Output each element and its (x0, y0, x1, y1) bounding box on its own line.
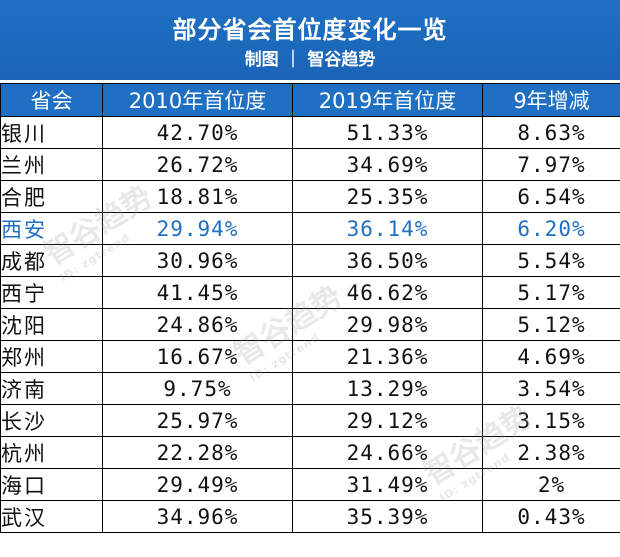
page-subtitle: 制图 ｜ 智谷趋势 (244, 50, 376, 70)
change-cell: 6.54% (482, 180, 620, 213)
city-cell: 长沙 (0, 404, 103, 437)
city-cell: 武汉 (0, 500, 103, 533)
value-2019-cell: 46.62% (292, 276, 483, 309)
change-cell: 3.15% (482, 404, 620, 437)
value-2019-cell: 36.50% (292, 244, 483, 277)
change-cell: 5.17% (482, 276, 620, 309)
value-2010-cell: 16.67% (102, 340, 293, 373)
value-2019-cell: 21.36% (292, 340, 483, 373)
change-cell: 5.54% (482, 244, 620, 277)
change-cell: 2.38% (482, 436, 620, 469)
value-2010-cell: 18.81% (102, 180, 293, 213)
table-row: 西宁 41.45% 46.62% 5.17% (0, 276, 620, 309)
table-row: 西安 29.94% 36.14% 6.20% (0, 212, 620, 245)
page-title: 部分省会首位度变化一览 (172, 16, 448, 44)
table-row: 郑州 16.67% 21.36% 4.69% (0, 340, 620, 373)
table-row: 银川 42.70% 51.33% 8.63% (0, 116, 620, 149)
value-2019-cell: 29.12% (292, 404, 483, 437)
table-row: 武汉 34.96% 35.39% 0.43% (0, 500, 620, 533)
table-row: 沈阳 24.86% 29.98% 5.12% (0, 308, 620, 341)
change-cell: 8.63% (482, 116, 620, 149)
change-cell: 2% (482, 468, 620, 501)
value-2019-cell: 31.49% (292, 468, 483, 501)
column-header-change: 9年增减 (482, 83, 620, 117)
city-cell: 海口 (0, 468, 103, 501)
table-row: 合肥 18.81% 25.35% 6.54% (0, 180, 620, 213)
column-header-2019: 2019年首位度 (292, 83, 483, 117)
value-2019-cell: 34.69% (292, 148, 483, 181)
table-row: 济南 9.75% 13.29% 3.54% (0, 372, 620, 405)
change-cell: 4.69% (482, 340, 620, 373)
city-cell: 郑州 (0, 340, 103, 373)
change-cell: 5.12% (482, 308, 620, 341)
city-cell: 成都 (0, 244, 103, 277)
value-2010-cell: 29.49% (102, 468, 293, 501)
value-2019-cell: 35.39% (292, 500, 483, 533)
value-2010-cell: 30.96% (102, 244, 293, 277)
data-table: 省会 2010年首位度 2019年首位度 9年增减 银川 42.70% 51.33%… (0, 83, 620, 533)
value-2019-cell: 29.98% (292, 308, 483, 341)
city-cell: 西安 (0, 212, 103, 245)
column-header-city: 省会 (0, 83, 103, 117)
value-2010-cell: 26.72% (102, 148, 293, 181)
value-2010-cell: 42.70% (102, 116, 293, 149)
table-body: 银川 42.70% 51.33% 8.63% 兰州 26.72% 34.69% 7.97% 合肥… (0, 116, 620, 533)
value-2019-cell: 25.35% (292, 180, 483, 213)
value-2010-cell: 34.96% (102, 500, 293, 533)
city-cell: 沈阳 (0, 308, 103, 341)
change-cell: 6.20% (482, 212, 620, 245)
value-2010-cell: 22.28% (102, 436, 293, 469)
table-row: 兰州 26.72% 34.69% 7.97% (0, 148, 620, 181)
table-row: 长沙 25.97% 29.12% 3.15% (0, 404, 620, 437)
column-header-2010: 2010年首位度 (102, 83, 293, 117)
city-cell: 西宁 (0, 276, 103, 309)
header-row: 省会 2010年首位度 2019年首位度 9年增减 (0, 83, 620, 117)
change-cell: 3.54% (482, 372, 620, 405)
city-cell: 兰州 (0, 148, 103, 181)
value-2019-cell: 24.66% (292, 436, 483, 469)
table-row: 海口 29.49% 31.49% 2% (0, 468, 620, 501)
value-2010-cell: 41.45% (102, 276, 293, 309)
value-2019-cell: 51.33% (292, 116, 483, 149)
value-2010-cell: 9.75% (102, 372, 293, 405)
city-cell: 杭州 (0, 436, 103, 469)
change-cell: 7.97% (482, 148, 620, 181)
table-row: 杭州 22.28% 24.66% 2.38% (0, 436, 620, 469)
value-2010-cell: 24.86% (102, 308, 293, 341)
value-2010-cell: 29.94% (102, 212, 293, 245)
city-cell: 济南 (0, 372, 103, 405)
value-2019-cell: 13.29% (292, 372, 483, 405)
title-band: 部分省会首位度变化一览 制图 ｜ 智谷趋势 (0, 0, 620, 80)
change-cell: 0.43% (482, 500, 620, 533)
table-row: 成都 30.96% 36.50% 5.54% (0, 244, 620, 277)
value-2010-cell: 25.97% (102, 404, 293, 437)
value-2019-cell: 36.14% (292, 212, 483, 245)
city-cell: 合肥 (0, 180, 103, 213)
city-cell: 银川 (0, 116, 103, 149)
